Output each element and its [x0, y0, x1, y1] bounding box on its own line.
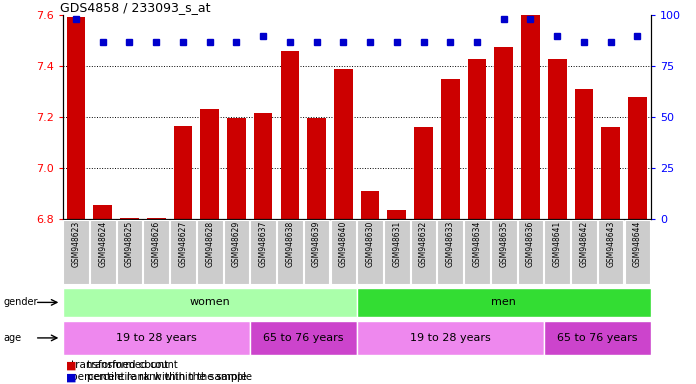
- Text: GSM948644: GSM948644: [633, 221, 642, 267]
- Text: GSM948624: GSM948624: [98, 221, 107, 267]
- Bar: [303, 220, 329, 284]
- Bar: [548, 59, 567, 219]
- Bar: [334, 69, 353, 219]
- Text: transformed count: transformed count: [87, 360, 177, 370]
- Bar: [464, 220, 490, 284]
- Bar: [63, 321, 250, 355]
- Text: GSM948623: GSM948623: [72, 221, 81, 267]
- Bar: [575, 89, 593, 219]
- Text: GSM948632: GSM948632: [419, 221, 428, 267]
- Text: GSM948636: GSM948636: [526, 221, 535, 267]
- Bar: [173, 126, 192, 219]
- Bar: [598, 220, 624, 284]
- Bar: [468, 59, 487, 219]
- Bar: [117, 220, 142, 284]
- Text: GSM948635: GSM948635: [499, 221, 508, 267]
- Text: percentile rank within the sample: percentile rank within the sample: [87, 372, 252, 382]
- Bar: [628, 97, 647, 219]
- Bar: [624, 220, 650, 284]
- Text: gender: gender: [3, 297, 38, 308]
- Text: 19 to 28 years: 19 to 28 years: [410, 333, 491, 343]
- Bar: [67, 17, 86, 219]
- Bar: [277, 220, 303, 284]
- Bar: [200, 109, 219, 219]
- Bar: [388, 210, 406, 219]
- Bar: [197, 220, 223, 284]
- Bar: [147, 218, 166, 219]
- Bar: [411, 220, 436, 284]
- Text: ■: ■: [66, 372, 77, 382]
- Bar: [63, 220, 89, 284]
- Bar: [357, 220, 383, 284]
- Bar: [143, 220, 169, 284]
- Bar: [437, 220, 463, 284]
- Bar: [227, 118, 246, 219]
- Text: GSM948627: GSM948627: [178, 221, 187, 267]
- Text: 65 to 76 years: 65 to 76 years: [263, 333, 344, 343]
- Bar: [494, 47, 513, 219]
- Text: age: age: [3, 333, 22, 343]
- Text: men: men: [491, 297, 516, 308]
- Text: percentile rank within the sample: percentile rank within the sample: [72, 372, 247, 382]
- Text: GSM948638: GSM948638: [285, 221, 294, 267]
- Bar: [441, 79, 459, 219]
- Bar: [307, 118, 326, 219]
- Bar: [331, 220, 356, 284]
- Text: women: women: [189, 297, 230, 308]
- Bar: [544, 220, 570, 284]
- Text: GSM948633: GSM948633: [445, 221, 454, 267]
- Text: GSM948637: GSM948637: [259, 221, 268, 267]
- Bar: [361, 191, 379, 219]
- Text: GSM948631: GSM948631: [393, 221, 402, 267]
- Bar: [601, 127, 620, 219]
- Text: transformed count: transformed count: [72, 360, 168, 370]
- Bar: [120, 218, 139, 219]
- Bar: [521, 15, 540, 219]
- Text: 65 to 76 years: 65 to 76 years: [557, 333, 638, 343]
- Bar: [170, 220, 196, 284]
- Bar: [250, 321, 357, 355]
- Text: GSM948630: GSM948630: [365, 221, 374, 267]
- Bar: [93, 205, 112, 219]
- Text: GDS4858 / 233093_s_at: GDS4858 / 233093_s_at: [60, 1, 210, 14]
- Text: GSM948625: GSM948625: [125, 221, 134, 267]
- Bar: [223, 220, 249, 284]
- Bar: [384, 220, 410, 284]
- Bar: [63, 288, 356, 317]
- Bar: [251, 220, 276, 284]
- Text: 19 to 28 years: 19 to 28 years: [116, 333, 196, 343]
- Text: GSM948629: GSM948629: [232, 221, 241, 267]
- Text: GSM948639: GSM948639: [312, 221, 321, 267]
- Bar: [544, 321, 651, 355]
- Bar: [518, 220, 544, 284]
- Bar: [356, 321, 544, 355]
- Bar: [414, 127, 433, 219]
- Text: GSM948628: GSM948628: [205, 221, 214, 267]
- Text: GSM948640: GSM948640: [339, 221, 348, 267]
- Text: GSM948626: GSM948626: [152, 221, 161, 267]
- Text: GSM948643: GSM948643: [606, 221, 615, 267]
- Text: GSM948634: GSM948634: [473, 221, 482, 267]
- Text: GSM948641: GSM948641: [553, 221, 562, 267]
- Bar: [280, 51, 299, 219]
- Bar: [356, 288, 651, 317]
- Bar: [90, 220, 116, 284]
- Bar: [491, 220, 516, 284]
- Text: ■: ■: [66, 360, 77, 370]
- Bar: [571, 220, 596, 284]
- Bar: [254, 113, 273, 219]
- Text: GSM948642: GSM948642: [580, 221, 588, 267]
